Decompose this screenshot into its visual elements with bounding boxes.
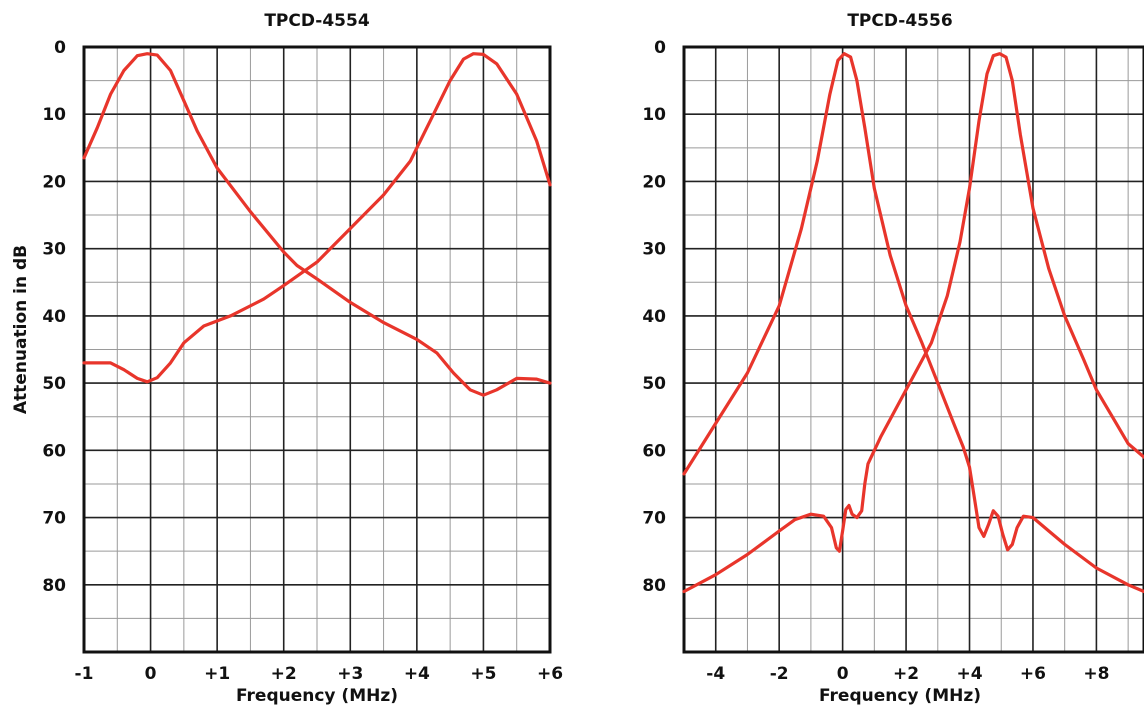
x-tick-label: +4 <box>404 664 430 684</box>
y-tick-label: 0 <box>654 38 666 58</box>
y-tick-label: 30 <box>642 240 666 260</box>
y-tick-label: 80 <box>642 576 666 596</box>
x-tick-label: +4 <box>956 664 982 684</box>
series-line-2 <box>682 52 1144 594</box>
y-tick-label: 30 <box>42 240 66 260</box>
x-tick-label: +2 <box>893 664 919 684</box>
plot-frame <box>682 45 1144 654</box>
y-tick-label: 10 <box>42 105 66 125</box>
y-tick-label: 10 <box>642 105 666 125</box>
series-line-1 <box>82 52 552 397</box>
y-tick-label: 50 <box>642 374 666 394</box>
y-tick-label: 60 <box>642 441 666 461</box>
y-tick-label: 20 <box>42 172 66 192</box>
y-tick-label: 0 <box>54 38 66 58</box>
x-tick-label: +3 <box>337 664 363 684</box>
x-tick-label: -4 <box>706 664 725 684</box>
x-tick-label: +8 <box>1083 664 1109 684</box>
x-tick-label: 0 <box>837 664 849 684</box>
x-tick-label: -2 <box>770 664 789 684</box>
x-tick-label: -1 <box>75 664 94 684</box>
chart-title: TPCD-4554 <box>264 11 370 31</box>
plot-frame <box>82 45 552 654</box>
x-tick-label: +1 <box>204 664 230 684</box>
x-axis-label: Frequency (MHz) <box>819 686 981 706</box>
series-line-1 <box>682 52 1144 594</box>
chart-title: TPCD-4556 <box>847 11 952 31</box>
y-tick-label: 20 <box>642 172 666 192</box>
y-tick-label: 40 <box>642 307 666 327</box>
y-tick-label: 70 <box>642 509 666 529</box>
y-tick-label: 80 <box>42 576 66 596</box>
y-tick-label: 70 <box>42 509 66 529</box>
y-tick-label: 50 <box>42 374 66 394</box>
y-tick-label: 60 <box>42 441 66 461</box>
x-tick-label: +6 <box>1020 664 1046 684</box>
x-tick-label: +5 <box>470 664 496 684</box>
x-tick-label: +6 <box>537 664 563 684</box>
x-tick-label: +2 <box>271 664 297 684</box>
y-axis-label: Attenuation in dB <box>11 245 31 414</box>
series-line-2 <box>82 52 552 384</box>
x-tick-label: 0 <box>145 664 157 684</box>
y-tick-label: 40 <box>42 307 66 327</box>
x-axis-label: Frequency (MHz) <box>236 686 398 706</box>
